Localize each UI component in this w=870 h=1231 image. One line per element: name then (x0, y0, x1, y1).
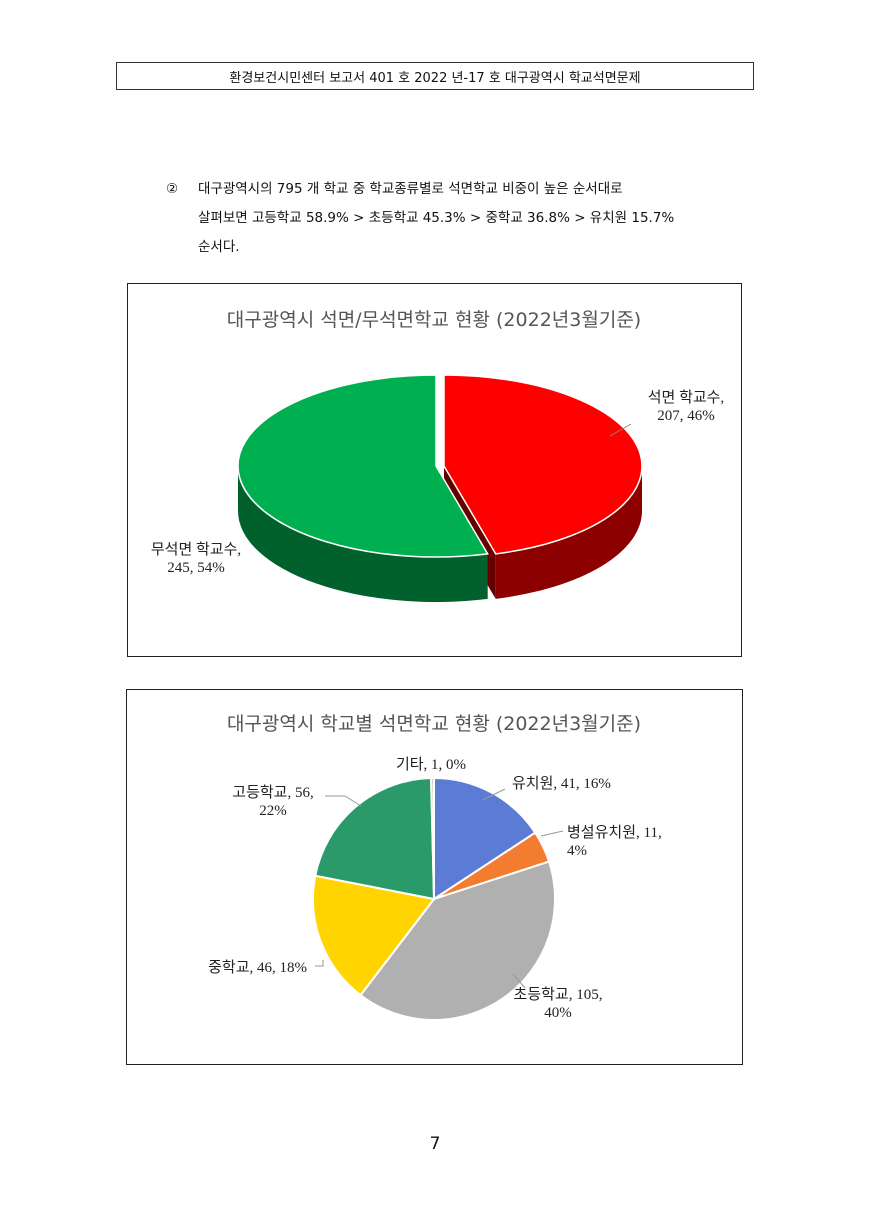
paragraph-line: 순서다. (198, 239, 240, 255)
school-type-pie-chart: 대구광역시 학교별 석면학교 현황 (2022년3월기준) 유치원, 41, 1… (126, 689, 743, 1065)
slice-label: 기타, 1, 0% (396, 756, 466, 773)
slice-label: 207, 46% (657, 408, 715, 424)
paragraph-line: 대구광역시의 795 개 학교 중 학교종류별로 석면학교 비중이 높은 순서대… (198, 181, 623, 197)
slice-label: 유치원, 41, 16% (512, 775, 611, 792)
pie-slice (433, 776, 537, 901)
leader-line (609, 423, 632, 437)
list-marker: ② (166, 181, 179, 197)
slice-label: 중학교, 46, 18% (208, 959, 307, 976)
asbestos-3d-pie-chart: 대구광역시 석면/무석면학교 현황 (2022년3월기준) 석면 학교수, 207… (127, 283, 742, 657)
slice-label: 석면 학교수, (648, 389, 725, 406)
pie-side-wall (238, 466, 488, 602)
pie-chart-svg: 대구광역시 석면/무석면학교 현황 (2022년3월기준) 석면 학교수, 207… (151, 309, 725, 602)
running-header: 환경보건시민센터 보고서 401 호 2022 년-17 호 대구광역시 학교석… (116, 62, 754, 90)
page-number: 7 (429, 1134, 441, 1154)
pie-slice-non-asbestos (237, 374, 489, 558)
slice-label: 병설유치원, 11, (567, 824, 662, 841)
chart-title: 대구광역시 석면/무석면학교 현황 (2022년3월기준) (227, 309, 641, 331)
slice-label: 무석면 학교수, (151, 541, 241, 558)
slice-label: 40% (544, 1005, 572, 1021)
leader-line (315, 960, 324, 967)
pie-slice-asbestos (443, 374, 643, 555)
leader-line (482, 788, 506, 801)
pie-chart-svg: 대구광역시 학교별 석면학교 현황 (2022년3월기준) 유치원, 41, 1… (208, 713, 662, 1021)
paragraph: ② 대구광역시의 795 개 학교 중 학교종류별로 석면학교 비중이 높은 순서… (166, 175, 674, 262)
leader-line (512, 973, 526, 989)
leader-line (540, 830, 564, 837)
paragraph-line: 살펴보면 고등학교 58.9% > 초등학교 45.3% > 중학교 36.8%… (198, 210, 675, 226)
pie-slice (430, 776, 435, 900)
pie-slice (312, 874, 436, 997)
slice-label: 4% (567, 843, 587, 859)
pie-slice (359, 860, 556, 1021)
slice-label: 고등학교, 56, (232, 784, 313, 801)
slice-label: 22% (259, 803, 287, 819)
slice-label: 245, 54% (167, 560, 225, 576)
slice-label: 초등학교, 105, (514, 986, 603, 1003)
chart-title: 대구광역시 학교별 석면학교 현황 (2022년3월기준) (227, 713, 641, 735)
leader-line (325, 795, 362, 807)
pie-slice (314, 777, 436, 901)
pie-side-wall (495, 466, 642, 599)
